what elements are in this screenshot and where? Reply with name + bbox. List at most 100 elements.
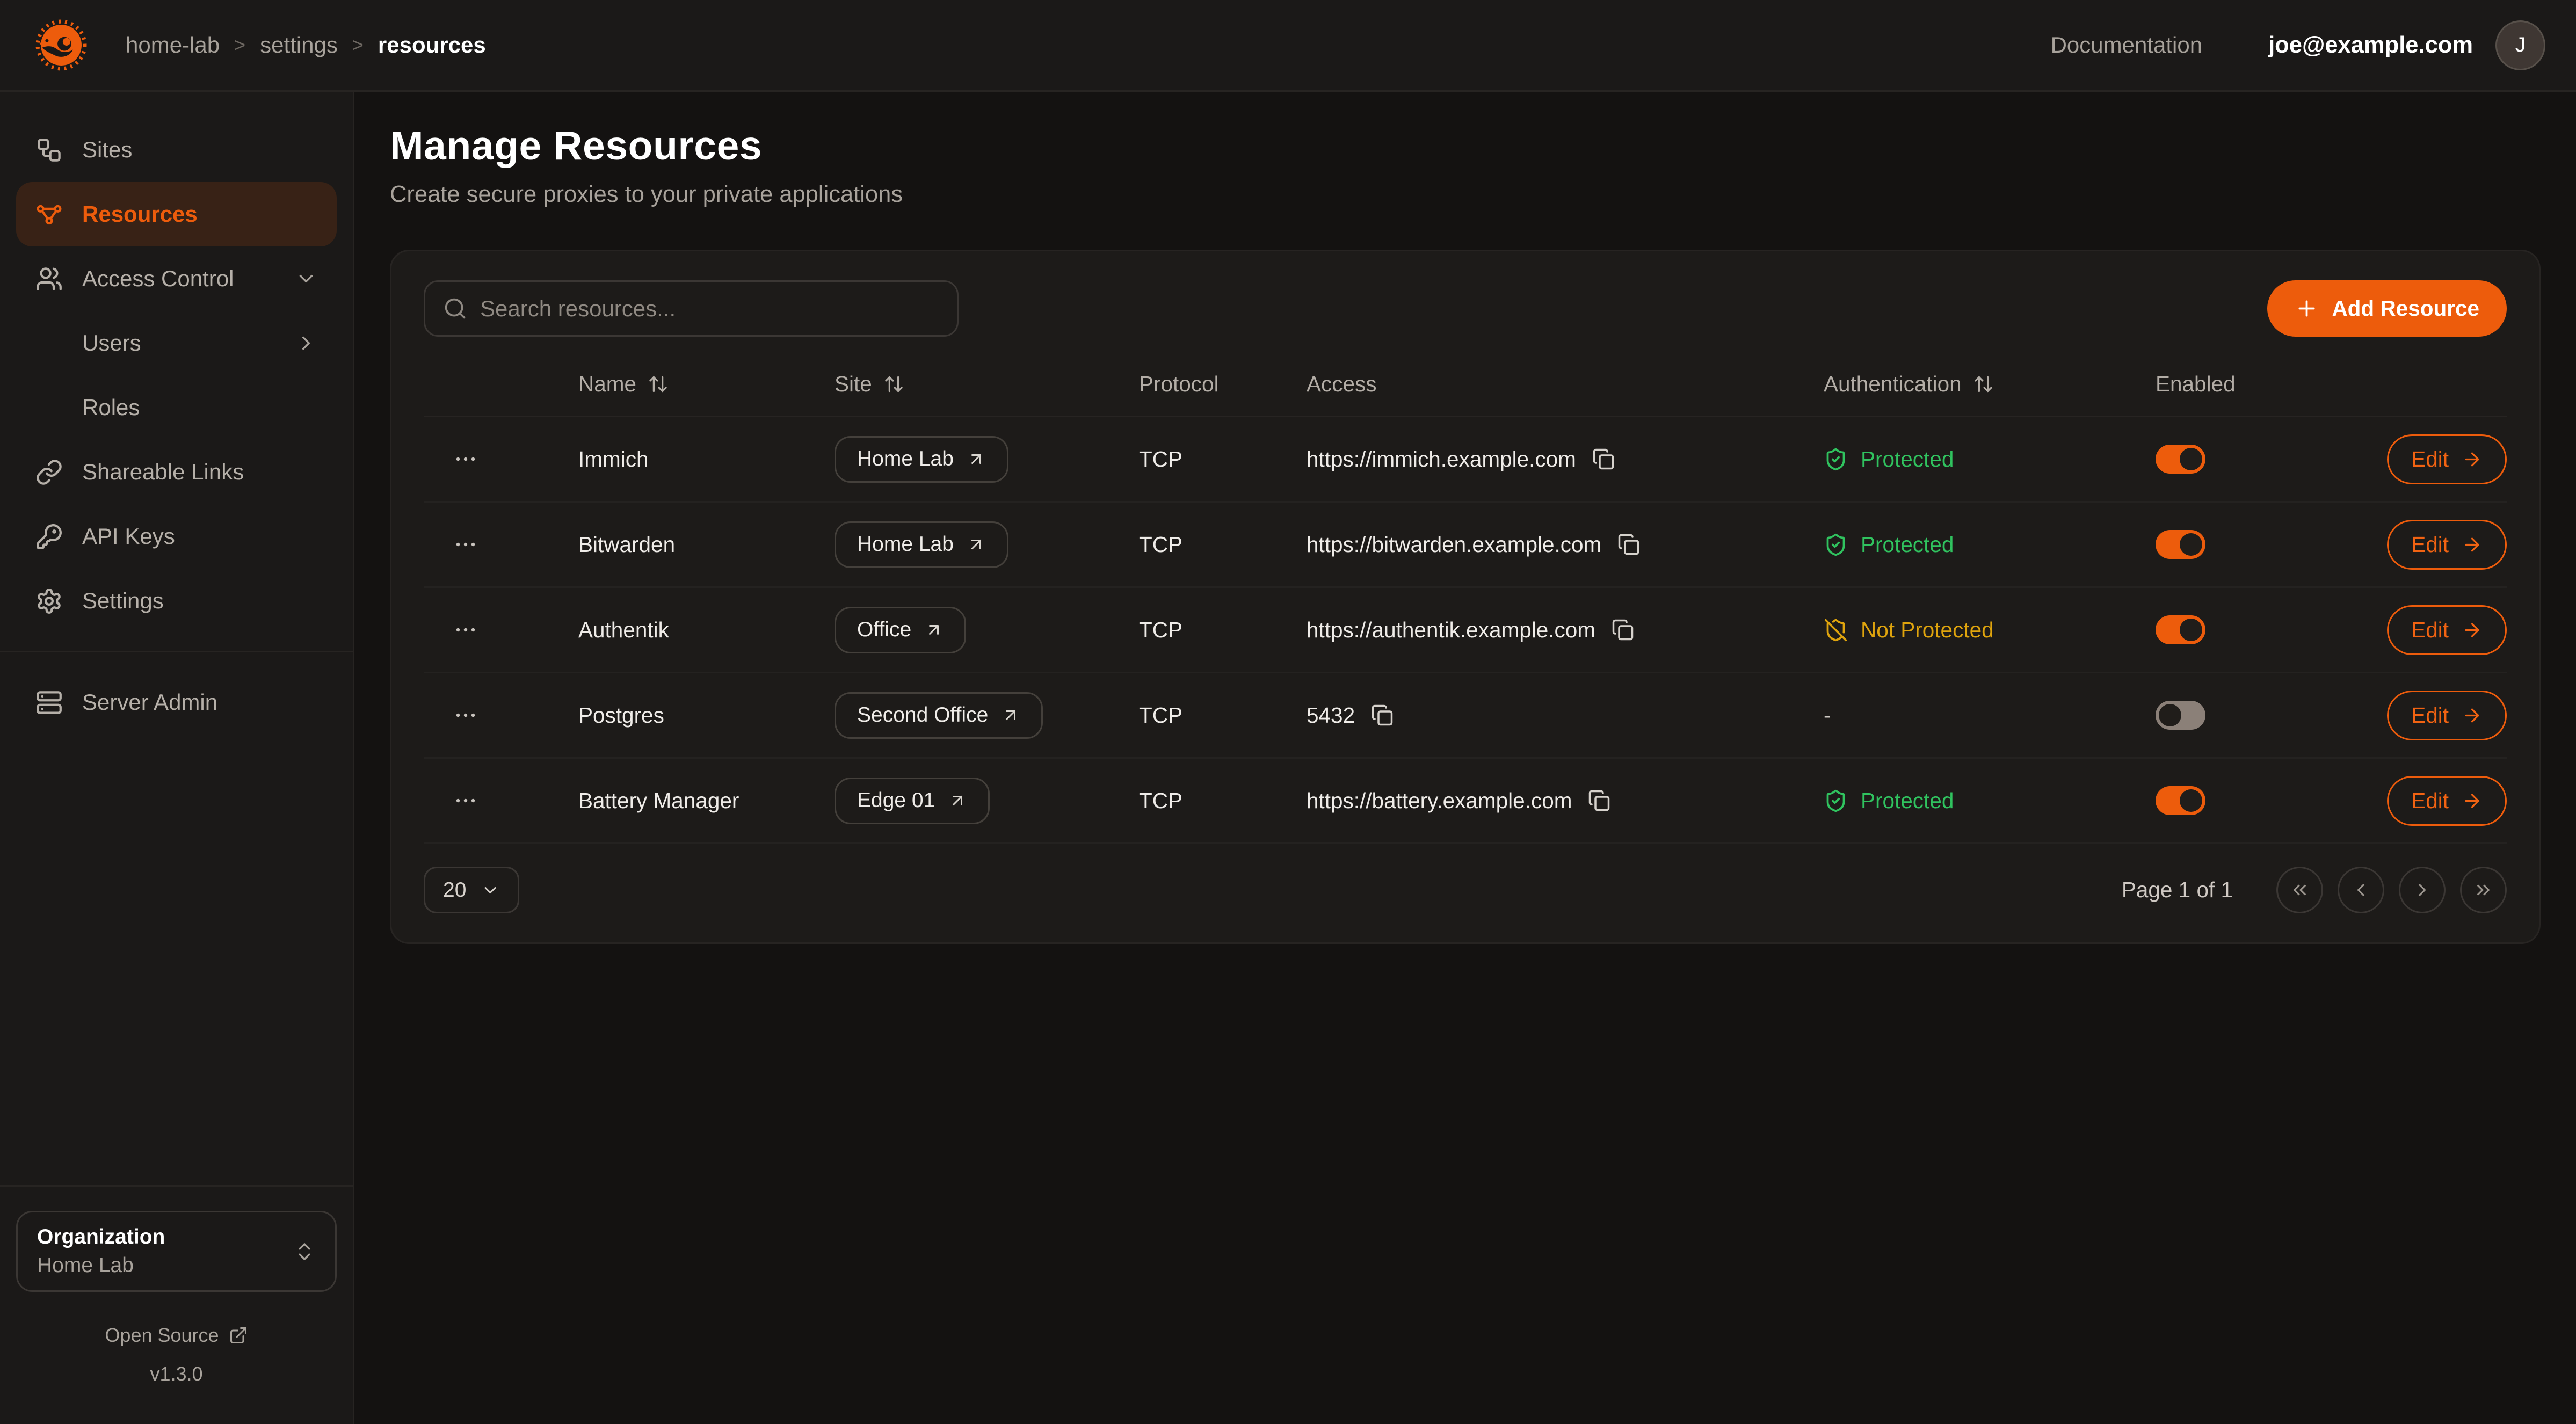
resource-name: Immich [578,446,649,471]
table-header: Name Site Protocol Access Authentication [424,353,2507,417]
enabled-toggle[interactable] [2156,445,2205,474]
chevron-left-icon [2357,884,2364,896]
shield-check-icon [1826,789,1845,812]
access-url: 5432 [1307,702,1355,728]
copy-button[interactable] [1592,448,1615,470]
chevron-down-icon [484,887,496,893]
topbar: home-lab > settings > resources Document… [0,0,2576,92]
sidebar-item-api-keys[interactable]: API Keys [16,504,337,569]
edit-label: Edit [2411,446,2449,471]
site-link[interactable]: Home Lab [835,435,1008,483]
access-url: https://bitwarden.example.com [1307,532,1602,557]
search-box [424,280,959,337]
column-header-site[interactable]: Site [835,372,1139,397]
column-header-name[interactable]: Name [578,372,835,397]
sidebar: Sites Resources Access Control Users Rol… [0,92,354,1424]
table-body: Immich Home Lab TCP https://immich.examp… [424,417,2507,844]
column-header-protocol: Protocol [1139,372,1219,396]
sidebar-item-roles[interactable]: Roles [16,375,337,440]
row-menu-button[interactable] [453,617,478,643]
site-link[interactable]: Office [835,606,967,653]
column-header-authentication[interactable]: Authentication [1824,372,2156,397]
edit-button[interactable]: Edit [2387,519,2507,570]
sort-icon [649,376,667,393]
sidebar-item-sites[interactable]: Sites [16,118,337,182]
page-subtitle: Create secure proxies to your private ap… [390,181,903,207]
site-name: Second Office [857,703,989,726]
sidebar-item-server-admin[interactable]: Server Admin [16,670,337,735]
previous-page-button[interactable] [2338,867,2384,913]
sidebar-item-label: Resources [82,201,198,227]
enabled-toggle[interactable] [2156,615,2205,644]
page-size-select[interactable]: 20 [424,867,520,913]
site-name: Home Lab [857,533,954,556]
copy-button[interactable] [1612,619,1634,641]
external-link-icon [230,1327,246,1343]
page-size-value: 20 [443,878,467,902]
edit-button[interactable]: Edit [2387,605,2507,655]
site-link[interactable]: Second Office [835,692,1043,739]
site-link[interactable]: Edge 01 [835,777,990,824]
user-email[interactable]: joe@example.com [2268,32,2473,58]
edit-button[interactable]: Edit [2387,690,2507,740]
edit-button[interactable]: Edit [2387,775,2507,826]
enabled-toggle[interactable] [2156,530,2205,559]
breadcrumb-settings[interactable]: settings [260,32,338,57]
resource-name: Bitwarden [578,532,676,557]
organization-selector[interactable]: Organization Home Lab [16,1211,337,1292]
breadcrumb-org[interactable]: home-lab [126,32,220,57]
arrow-up-right-icon [1006,710,1016,720]
sort-icon [885,376,903,393]
enabled-toggle[interactable] [2156,786,2205,815]
sidebar-item-access-control[interactable]: Access Control [16,246,337,311]
first-page-button[interactable] [2276,867,2323,913]
open-source-label: Open Source [105,1324,219,1346]
link-icon [37,459,62,485]
enabled-toggle[interactable] [2156,701,2205,730]
row-menu-button[interactable] [453,702,478,728]
next-page-button[interactable] [2399,867,2446,913]
chevrons-left-icon [2294,884,2306,896]
avatar[interactable]: J [2495,20,2545,70]
auth-status-label: Protected [1861,446,1954,471]
copy-icon [1612,619,1634,641]
site-link[interactable]: Home Lab [835,521,1008,568]
documentation-link[interactable]: Documentation [2050,32,2203,57]
ellipsis-icon [456,542,475,547]
sidebar-item-label: Shareable Links [82,459,244,484]
column-header-enabled: Enabled [2156,372,2236,396]
sidebar-item-label: Sites [82,137,133,162]
open-source-link[interactable]: Open Source [105,1324,248,1347]
arrow-up-right-icon [971,454,981,464]
sidebar-item-shareable-links[interactable]: Shareable Links [16,440,337,504]
breadcrumb-separator: > [352,34,364,56]
copy-button[interactable] [1617,533,1640,556]
sidebar-item-label: Access Control [82,266,234,291]
sidebar-item-resources[interactable]: Resources [16,182,337,246]
site-name: Office [857,618,912,641]
sidebar-item-settings[interactable]: Settings [16,569,337,633]
search-input[interactable] [480,295,939,322]
auth-status-label: - [1824,702,1831,728]
table-row: Bitwarden Home Lab TCP https://bitwarden… [424,503,2507,588]
copy-button[interactable] [1588,789,1610,812]
toolbar: Add Resource [424,280,2507,337]
resources-card: Add Resource Name Site P [390,250,2541,944]
site-name: Edge 01 [857,789,935,812]
ellipsis-icon [456,798,475,803]
arrow-right-icon [2465,452,2479,466]
edit-button[interactable]: Edit [2387,434,2507,484]
row-menu-button[interactable] [453,446,478,472]
copy-button[interactable] [1371,704,1394,726]
last-page-button[interactable] [2460,867,2507,913]
edit-label: Edit [2411,532,2449,557]
ellipsis-icon [456,628,475,632]
organization-label: Organization [37,1225,165,1248]
table-row: Postgres Second Office TCP 5432 - Edit [424,673,2507,759]
add-resource-button[interactable]: Add Resource [2267,280,2507,337]
sidebar-item-users[interactable]: Users [16,311,337,375]
shield-check-icon [1826,448,1845,470]
sort-icon [1974,376,1992,393]
row-menu-button[interactable] [453,532,478,557]
row-menu-button[interactable] [453,788,478,813]
